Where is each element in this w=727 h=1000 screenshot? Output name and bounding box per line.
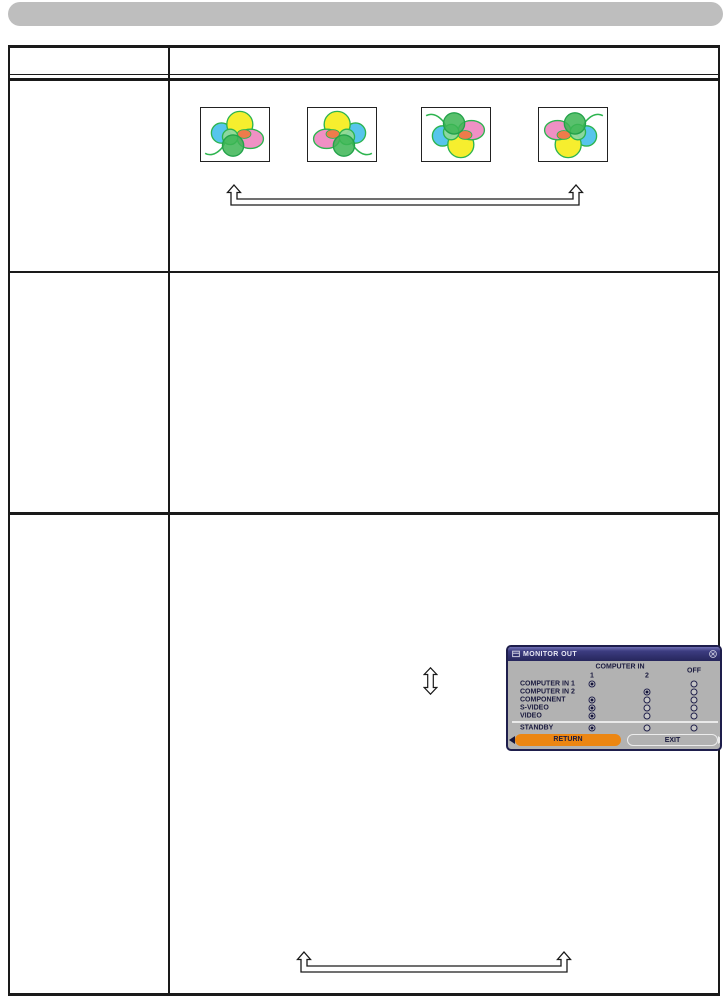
mirror-preview-h-invert [307,107,377,162]
menu-row-label: VIDEO [520,712,542,719]
menu-column-2: 2 [645,672,649,679]
radio-selected[interactable] [588,712,596,719]
table-border-right [718,45,720,996]
return-button[interactable]: RETURN [515,734,621,746]
menu-row-label: S-VIDEO [520,704,549,711]
table-row2-divider [8,512,720,515]
menu-column-group-header: COMPUTER IN [595,663,645,670]
radio-unselected[interactable] [690,724,698,731]
left-arrow-icon [509,736,515,744]
menu-column-off: OFF [687,667,701,675]
radio-unselected[interactable] [643,724,651,731]
right-arrow-icon [718,736,720,744]
menu-separator [512,721,718,723]
exit-button[interactable]: EXIT [627,734,718,746]
table-header-rule-thick [8,78,720,81]
radio-unselected[interactable] [690,680,698,687]
table-row1-divider [8,271,720,273]
radio-unselected[interactable] [643,712,651,719]
radio-unselected[interactable] [690,688,698,695]
mirror-preview-v-invert [421,107,491,162]
radio-selected[interactable] [643,688,651,695]
monitor-out-menu-icon [512,650,520,658]
radio-unselected[interactable] [690,712,698,719]
settings-table [8,45,720,996]
radio-unselected[interactable] [643,704,651,711]
mirror-preview-hv-invert [538,107,608,162]
table-border-bottom [8,993,720,996]
radio-selected[interactable] [588,680,596,687]
close-icon[interactable] [709,650,717,658]
page-header-bar [8,2,723,26]
up-down-arrow-icon [423,667,438,695]
menu-row-label: COMPONENT [520,696,566,703]
cycle-loop-arrow-icon [296,951,572,973]
mirror-preview-normal [200,107,270,162]
cycle-loop-arrow-icon [226,184,584,206]
table-column-divider [168,45,170,996]
menu-title-bar: MONITOR OUT [508,647,720,661]
radio-selected[interactable] [588,696,596,703]
menu-column-1: 1 [590,672,594,679]
table-border-left [8,45,10,996]
table-header-rule-thin [8,74,720,75]
menu-row-label: STANDBY [520,724,554,731]
menu-title: MONITOR OUT [523,650,578,658]
radio-unselected[interactable] [643,696,651,703]
radio-selected[interactable] [588,704,596,711]
menu-row-label: COMPUTER IN 1 [520,680,575,687]
table-border-top [8,45,720,48]
radio-unselected[interactable] [690,704,698,711]
radio-unselected[interactable] [690,696,698,703]
menu-row-label: COMPUTER IN 2 [520,688,575,695]
radio-selected[interactable] [588,724,596,731]
monitor-out-menu: MONITOR OUT COMPUTER IN OFF 1 2 COMPUTER… [506,645,722,751]
